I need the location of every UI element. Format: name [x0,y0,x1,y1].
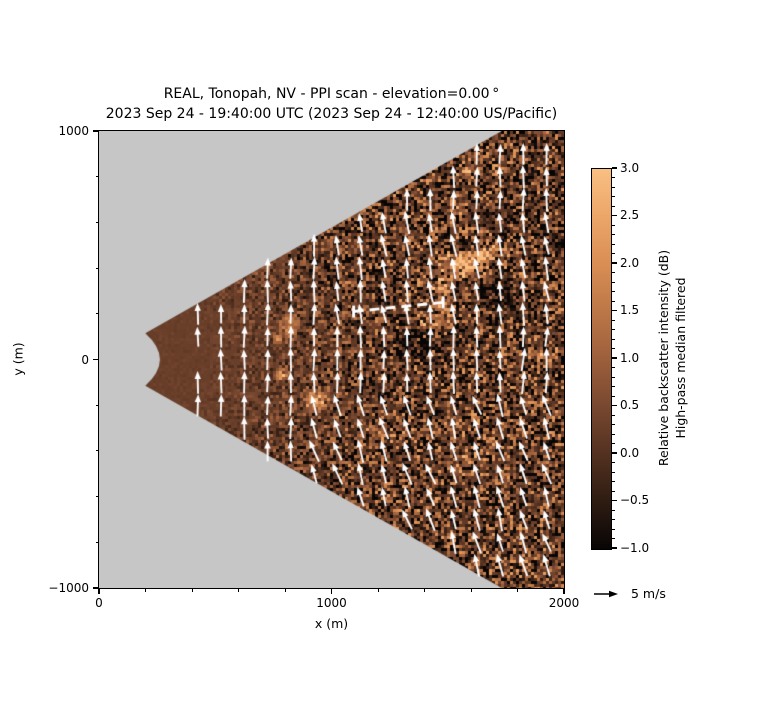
colorbar-minor-tick [612,490,615,492]
y-minor-tick [95,541,99,543]
colorbar-major-tick [612,452,617,454]
colorbar-minor-tick [612,291,615,292]
colorbar-minor-tick [612,186,615,188]
colorbar-minor-tick [612,481,615,482]
colorbar-tick-label: 0.0 [620,445,640,460]
colorbar-minor-tick [612,348,615,349]
colorbar-major-tick [612,404,617,407]
ppi-scan-canvas [99,131,564,588]
y-minor-tick [95,267,99,269]
colorbar-tick-label: 2.5 [620,208,640,222]
colorbar-minor-tick [612,253,615,254]
colorbar-minor-tick [612,367,615,368]
quiver-key: 5 m/s [592,585,722,605]
colorbar-minor-tick [612,338,615,340]
colorbar-minor-tick [612,177,615,178]
y-minor-tick [95,313,99,315]
colorbar-major-tick [612,309,617,312]
x-minor-tick [517,588,518,592]
colorbar-minor-tick [612,234,615,235]
colorbar-minor-tick [612,462,615,463]
colorbar-major-tick [612,262,617,264]
x-minor-tick [424,588,425,592]
colorbar-major-tick [612,499,617,502]
x-major-tick [98,588,100,594]
x-axis-label: x (m) [314,616,349,631]
colorbar-tick-label: −1.0 [620,540,650,555]
colorbar-minor-tick [612,329,615,330]
y-tick-label: −1000 [48,581,89,595]
x-tick-label: 2000 [548,596,580,610]
y-minor-tick [95,450,99,452]
x-major-tick [563,588,565,594]
y-axis-label: y (m) [10,342,26,376]
colorbar-minor-tick [612,509,615,511]
x-minor-tick [145,588,146,592]
x-minor-tick [377,588,379,592]
colorbar-major-tick [612,547,617,549]
colorbar-minor-tick [612,205,615,207]
colorbar-major-tick [612,357,617,359]
y-major-tick [93,587,99,589]
colorbar-tick-label: 1.5 [620,303,640,317]
y-minor-tick [95,221,99,223]
colorbar-minor-tick [612,414,615,416]
x-minor-tick [191,588,193,592]
y-tick-label: 0 [81,352,89,367]
y-minor-tick [95,404,99,406]
colorbar-minor-tick [612,281,615,283]
colorbar-minor-tick [612,300,615,302]
colorbar-tick-label: 0.5 [620,398,640,412]
colorbar-minor-tick [612,528,615,530]
y-major-tick [93,358,99,361]
colorbar-tick-label: 2.0 [620,255,640,270]
colorbar-minor-tick [612,243,615,245]
plot-title: REAL, Tonopah, NV - PPI scan - elevation… [163,86,500,102]
plot-area [99,131,564,588]
x-minor-tick [238,588,239,592]
y-tick-label: 1000 [58,124,89,138]
colorbar-minor-tick [612,538,615,539]
colorbar-minor-tick [612,519,615,520]
colorbar-minor-tick [612,376,615,378]
colorbar-minor-tick [612,443,615,444]
colorbar-tick-label: −0.5 [620,493,650,507]
colorbar-minor-tick [612,395,615,397]
colorbar-minor-tick [612,433,615,435]
x-tick-label: 1000 [316,596,347,610]
quiver-key-label: 5 m/s [631,586,666,601]
x-minor-tick [284,588,286,592]
colorbar-tick-label: 3.0 [620,160,640,175]
y-minor-tick [95,176,99,178]
colorbar-minor-tick [612,471,615,473]
x-tick-label: 0 [95,596,103,610]
colorbar-major-tick [612,214,617,217]
colorbar-label-line1: Relative backscatter intensity (dB) [656,249,671,467]
x-minor-tick [470,588,472,592]
colorbar-minor-tick [612,424,615,425]
x-major-tick [330,588,333,594]
colorbar-minor-tick [612,272,615,273]
colorbar-major-tick [612,167,617,169]
colorbar-label-line2: High-pass median filtered [673,277,688,439]
colorbar-tick-label: 1.0 [620,350,640,365]
y-major-tick [93,130,99,132]
colorbar-minor-tick [612,224,615,226]
colorbar-minor-tick [612,196,615,197]
quiver-key-arrow-icon [594,590,618,598]
y-minor-tick [95,496,99,498]
colorbar [591,168,612,550]
colorbar-minor-tick [612,386,615,387]
colorbar-minor-tick [612,319,615,321]
colorbar-label: Relative backscatter intensity (dB) High… [655,250,689,466]
plot-subtitle: 2023 Sep 24 - 19:40:00 UTC (2023 Sep 24 … [105,106,558,122]
